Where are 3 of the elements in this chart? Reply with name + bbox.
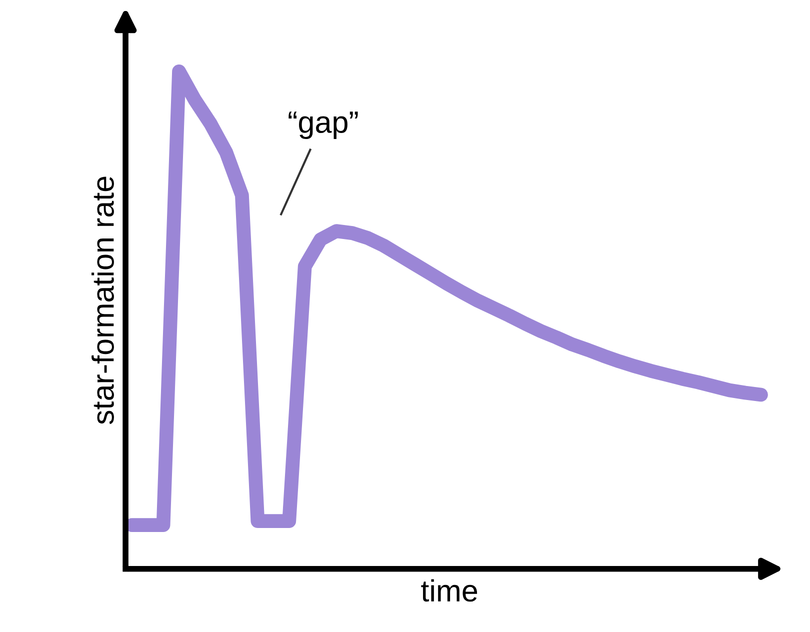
y-axis-title: star-formation rate xyxy=(92,176,114,424)
x-axis-title: time xyxy=(421,579,478,602)
annotation: “gap” xyxy=(288,112,358,140)
